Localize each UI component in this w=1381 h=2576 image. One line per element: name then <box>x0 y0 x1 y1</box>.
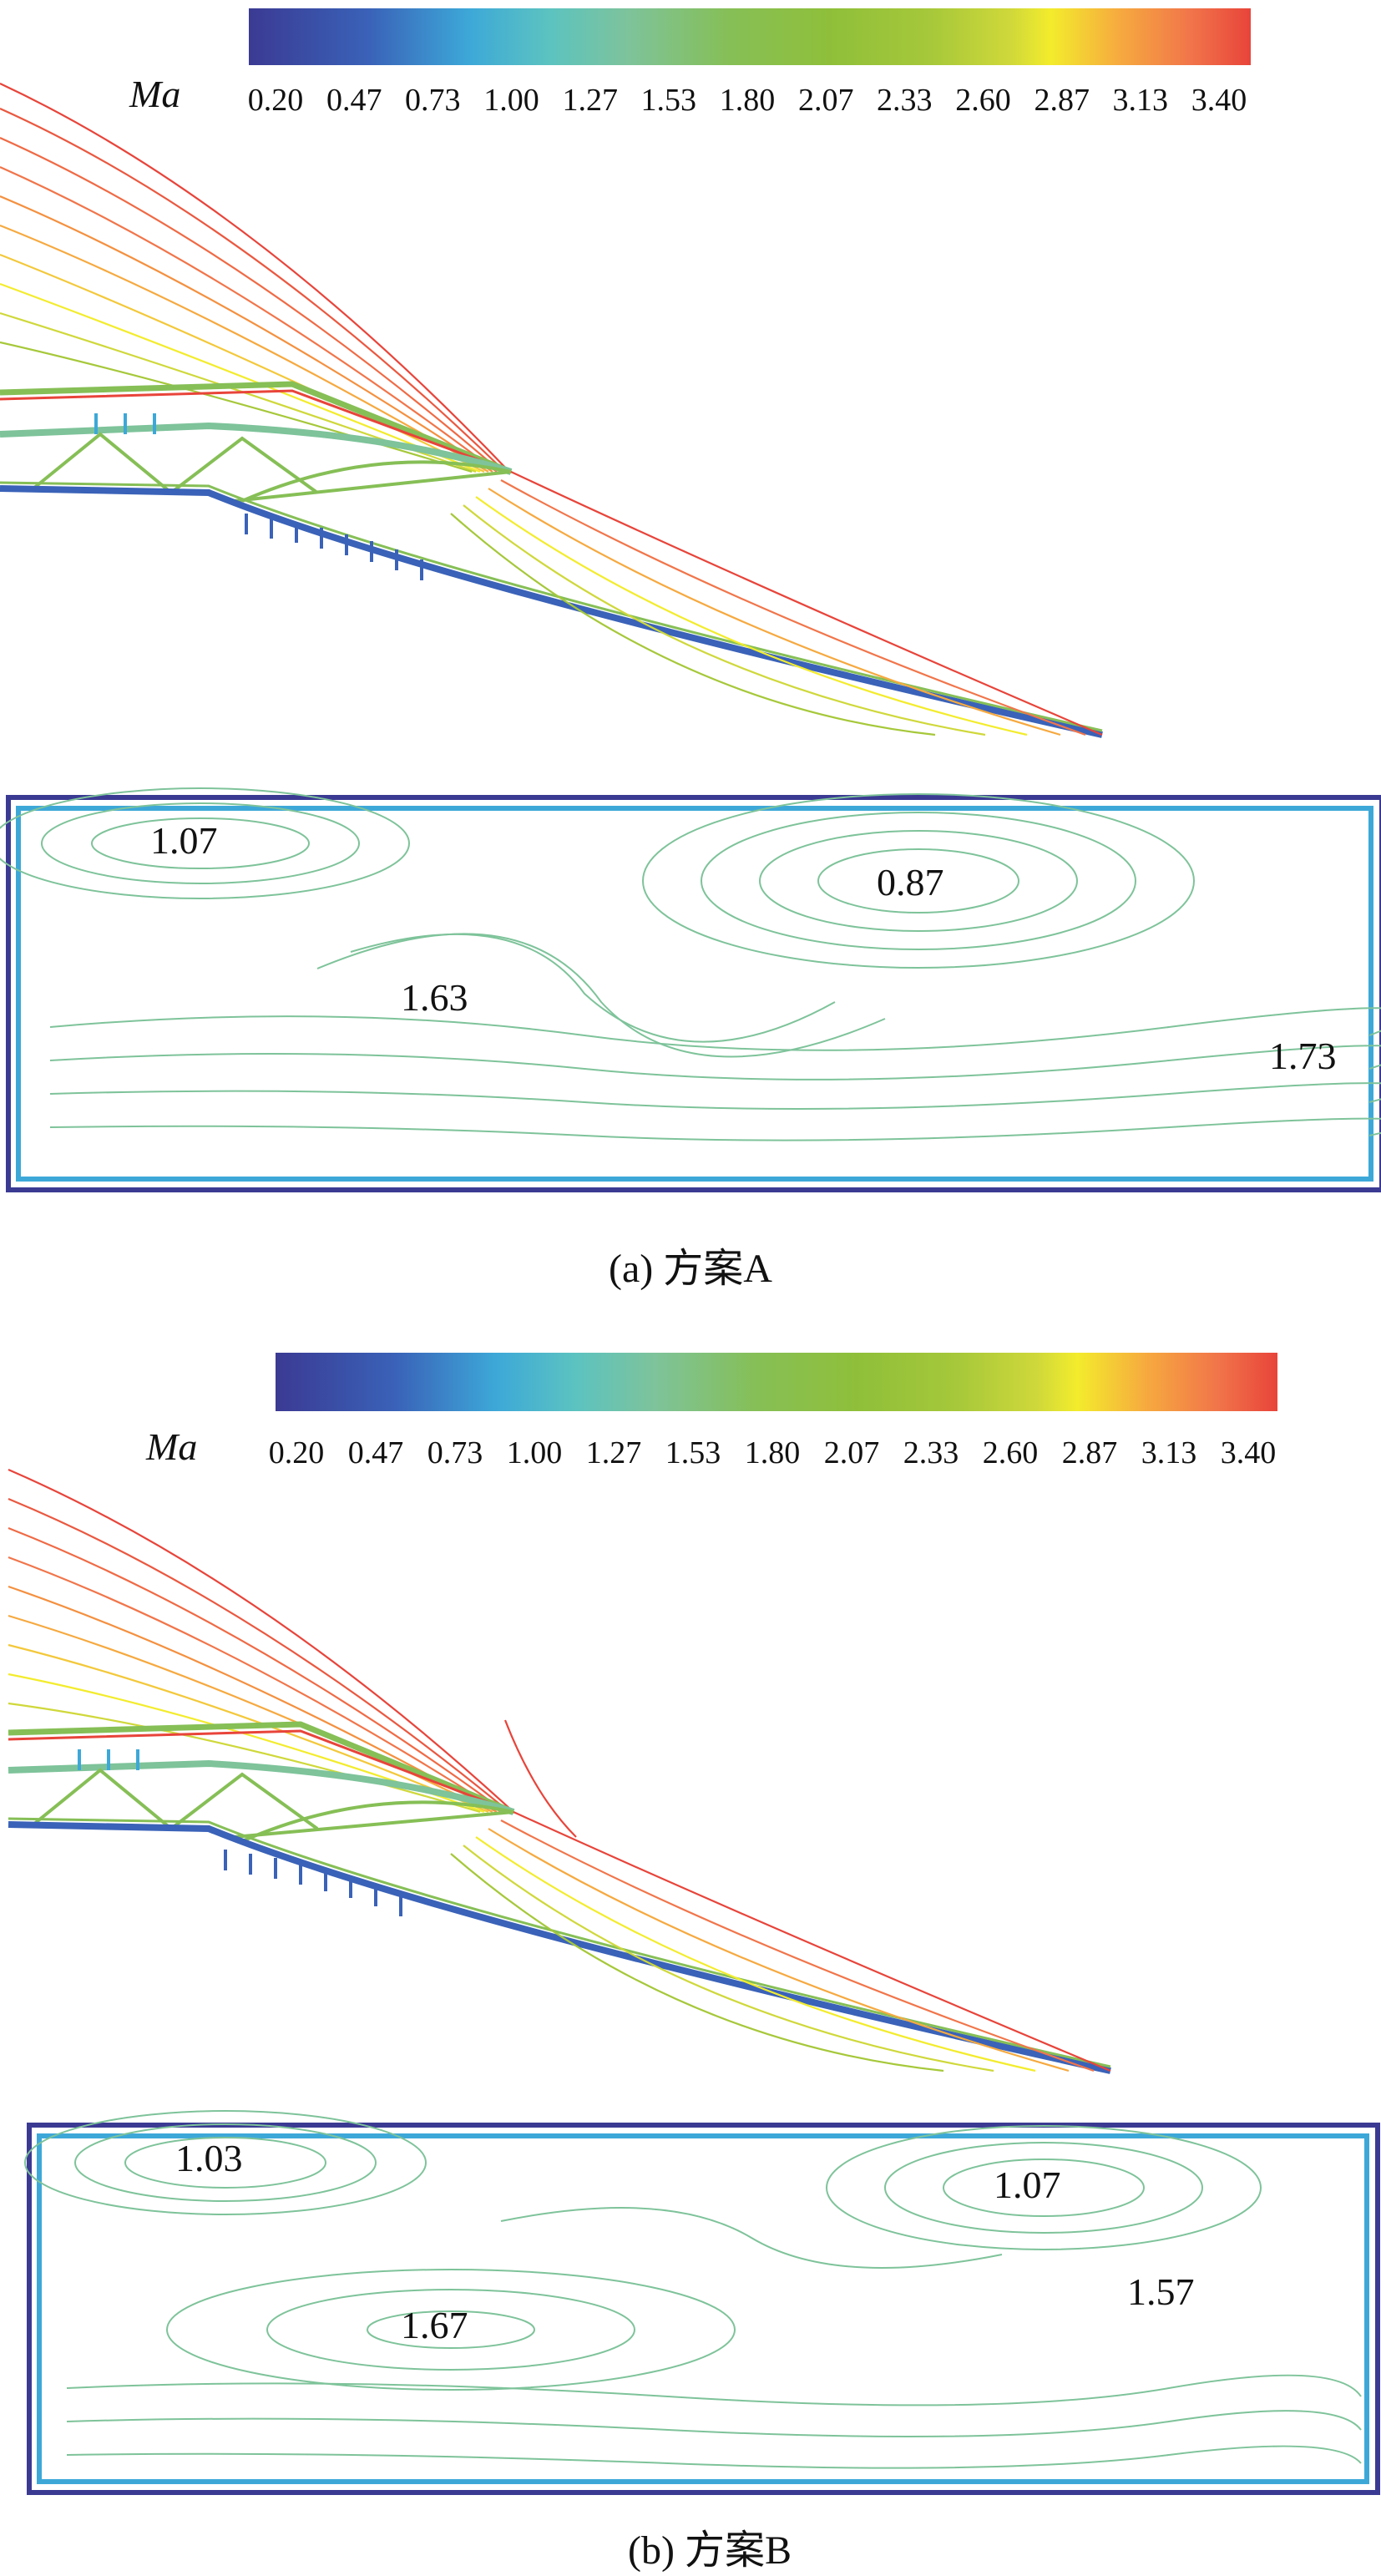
colorbar-a: Ma 0.20 0.47 0.73 1.00 1.27 1.53 1.80 2.07 2.33 2… <box>129 8 1251 118</box>
colorbar-b-tick-6: 1.80 <box>745 1435 801 1470</box>
caption-a: (a) 方案A <box>609 1247 772 1291</box>
colorbar-a-tick-11: 3.13 <box>1113 83 1169 118</box>
colorbar-a-tick-10: 2.87 <box>1034 83 1090 118</box>
panel-b: Ma 0.20 0.47 0.73 1.00 1.27 1.53 1.80 2.07 2.33 2… <box>8 1353 1380 2573</box>
colorbar-a-tick-3: 1.00 <box>483 83 539 118</box>
colorbar-b-tick-2: 0.73 <box>427 1435 483 1470</box>
colorbar-a-tick-4: 1.27 <box>562 83 618 118</box>
colorbar-a-tick-1: 0.47 <box>326 83 382 118</box>
section-a: 1.07 0.87 1.63 1.73 <box>0 787 1381 1192</box>
colorbar-a-tick-0: 0.20 <box>248 83 304 118</box>
colorbar-a-variable: Ma <box>129 73 180 115</box>
section-b-label-2: 1.07 <box>994 2164 1061 2206</box>
section-b: 1.03 1.07 1.67 1.57 <box>24 2110 1380 2495</box>
colorbar-a-tick-5: 1.53 <box>641 83 697 118</box>
colorbar-a-ticks: 0.20 0.47 0.73 1.00 1.27 1.53 1.80 2.07 2.33 2.60… <box>248 83 1247 118</box>
section-b-label-3: 1.67 <box>401 2304 468 2346</box>
colorbar-b-ticks: 0.20 0.47 0.73 1.00 1.27 1.53 1.80 2.07 2.33 2.60… <box>269 1435 1277 1470</box>
colorbar-b-tick-8: 2.33 <box>903 1435 959 1470</box>
flowfield-b <box>8 1468 1111 2074</box>
section-b-label-1: 1.03 <box>175 2137 243 2179</box>
section-a-label-4: 1.73 <box>1269 1035 1337 1077</box>
panel-a: Ma 0.20 0.47 0.73 1.00 1.27 1.53 1.80 2.07 2.33 2… <box>0 8 1381 1291</box>
colorbar-b: Ma 0.20 0.47 0.73 1.00 1.27 1.53 1.80 2.07 2.33 2… <box>145 1353 1277 1470</box>
colorbar-b-tick-4: 1.27 <box>586 1435 642 1470</box>
colorbar-b-tick-9: 2.60 <box>983 1435 1039 1470</box>
colorbar-b-gradient <box>276 1353 1277 1411</box>
colorbar-b-tick-11: 3.13 <box>1141 1435 1197 1470</box>
colorbar-a-tick-2: 0.73 <box>405 83 461 118</box>
section-a-label-1: 1.07 <box>150 819 218 862</box>
colorbar-b-tick-3: 1.00 <box>507 1435 563 1470</box>
colorbar-b-tick-0: 0.20 <box>269 1435 325 1470</box>
colorbar-a-tick-8: 2.33 <box>877 83 933 118</box>
caption-b: (b) 方案B <box>628 2528 792 2573</box>
colorbar-a-tick-7: 2.07 <box>798 83 854 118</box>
colorbar-b-tick-10: 2.87 <box>1062 1435 1118 1470</box>
colorbar-b-tick-5: 1.53 <box>665 1435 721 1470</box>
section-a-label-3: 1.63 <box>401 976 468 1019</box>
flowfield-a <box>0 83 1103 738</box>
colorbar-a-tick-12: 3.40 <box>1191 83 1247 118</box>
colorbar-a-gradient <box>249 8 1251 65</box>
colorbar-b-tick-12: 3.40 <box>1221 1435 1277 1470</box>
colorbar-b-tick-7: 2.07 <box>824 1435 880 1470</box>
colorbar-a-tick-6: 1.80 <box>720 83 776 118</box>
section-b-label-4: 1.57 <box>1127 2270 1195 2313</box>
colorbar-b-tick-1: 0.47 <box>348 1435 404 1470</box>
colorbar-a-tick-9: 2.60 <box>955 83 1011 118</box>
colorbar-b-variable: Ma <box>145 1425 197 1468</box>
section-a-label-2: 0.87 <box>877 861 944 903</box>
